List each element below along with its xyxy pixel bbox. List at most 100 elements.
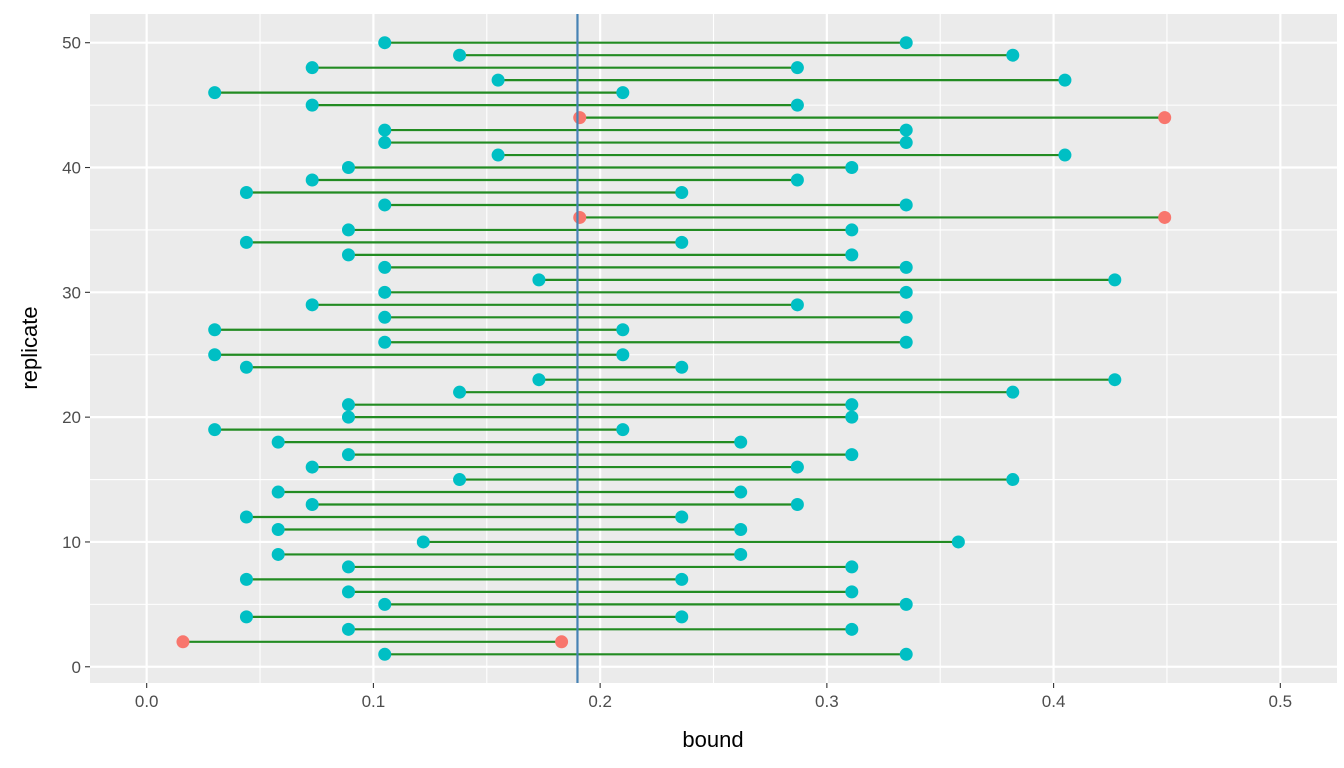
upper-bound-point bbox=[1006, 48, 1020, 62]
lower-bound-point bbox=[305, 298, 319, 312]
lower-bound-point bbox=[341, 622, 355, 636]
lower-bound-point bbox=[378, 335, 392, 349]
lower-bound-point bbox=[271, 522, 285, 536]
upper-bound-point bbox=[845, 398, 859, 412]
upper-bound-point bbox=[845, 161, 859, 175]
lower-bound-point bbox=[491, 73, 505, 87]
lower-bound-point bbox=[573, 210, 587, 224]
lower-bound-point bbox=[378, 647, 392, 661]
lower-bound-point bbox=[239, 610, 253, 624]
x-axis-title: bound bbox=[682, 727, 743, 752]
lower-bound-point bbox=[208, 323, 222, 337]
lower-bound-point bbox=[208, 348, 222, 362]
lower-bound-point bbox=[208, 86, 222, 100]
lower-bound-point bbox=[532, 273, 546, 287]
upper-bound-point bbox=[734, 522, 748, 536]
upper-bound-point bbox=[675, 572, 689, 586]
upper-bound-point bbox=[555, 635, 569, 649]
lower-bound-point bbox=[378, 285, 392, 299]
lower-bound-point bbox=[453, 473, 467, 487]
lower-bound-point bbox=[271, 435, 285, 449]
upper-bound-point bbox=[899, 597, 913, 611]
x-tick-label: 0.3 bbox=[815, 692, 839, 711]
upper-bound-point bbox=[790, 498, 804, 512]
lower-bound-point bbox=[341, 248, 355, 262]
upper-bound-point bbox=[845, 622, 859, 636]
x-tick-label: 0.0 bbox=[135, 692, 159, 711]
interval-segments bbox=[182, 41, 1165, 656]
lower-bound-point bbox=[208, 423, 222, 437]
lower-bound-point bbox=[341, 223, 355, 237]
lower-bound-point bbox=[416, 535, 430, 549]
lower-bound-point bbox=[378, 310, 392, 324]
lower-bound-point bbox=[378, 597, 392, 611]
lower-bound-point bbox=[341, 161, 355, 175]
y-tick-label: 30 bbox=[62, 283, 81, 302]
upper-bound-point bbox=[845, 223, 859, 237]
lower-bound-point bbox=[378, 136, 392, 150]
y-axis: 0 10 20 30 40 50 bbox=[62, 34, 90, 677]
lower-bound-point bbox=[341, 560, 355, 574]
lower-bound-point bbox=[176, 635, 190, 649]
upper-bound-point bbox=[1108, 373, 1122, 387]
x-tick-label: 0.2 bbox=[588, 692, 612, 711]
upper-bound-point bbox=[899, 310, 913, 324]
upper-bound-point bbox=[790, 61, 804, 75]
upper-bound-point bbox=[675, 610, 689, 624]
upper-bound-point bbox=[675, 510, 689, 524]
lower-bound-point bbox=[341, 448, 355, 462]
upper-bound-point bbox=[899, 260, 913, 274]
lower-bound-point bbox=[378, 36, 392, 50]
y-tick-label: 50 bbox=[62, 34, 81, 53]
upper-bound-point bbox=[1058, 73, 1072, 87]
lower-bound-point bbox=[239, 572, 253, 586]
upper-bound-point bbox=[899, 136, 913, 150]
lower-bound-point bbox=[271, 547, 285, 561]
upper-bound-point bbox=[675, 185, 689, 199]
upper-bound-point bbox=[899, 36, 913, 50]
upper-bound-point bbox=[845, 248, 859, 262]
upper-bound-point bbox=[899, 123, 913, 137]
x-axis: 0.0 0.1 0.2 0.3 0.4 0.5 bbox=[135, 683, 1292, 711]
upper-bound-point bbox=[899, 285, 913, 299]
upper-bound-point bbox=[845, 585, 859, 599]
lower-bound-point bbox=[305, 460, 319, 474]
upper-bound-point bbox=[899, 335, 913, 349]
upper-bound-point bbox=[734, 485, 748, 499]
lower-bound-point bbox=[305, 498, 319, 512]
x-tick-label: 0.5 bbox=[1268, 692, 1292, 711]
lower-bound-point bbox=[305, 61, 319, 75]
lower-bound-point bbox=[305, 98, 319, 112]
lower-bound-point bbox=[378, 123, 392, 137]
upper-bound-point bbox=[1006, 473, 1020, 487]
upper-bound-point bbox=[899, 647, 913, 661]
lower-bound-point bbox=[239, 235, 253, 249]
upper-bound-point bbox=[845, 560, 859, 574]
upper-bound-point bbox=[616, 348, 630, 362]
upper-bound-point bbox=[675, 235, 689, 249]
lower-bound-point bbox=[453, 48, 467, 62]
interval-endpoints bbox=[176, 36, 1172, 661]
upper-bound-point bbox=[790, 98, 804, 112]
x-tick-label: 0.4 bbox=[1042, 692, 1066, 711]
upper-bound-point bbox=[616, 323, 630, 337]
lower-bound-point bbox=[271, 485, 285, 499]
y-tick-label: 40 bbox=[62, 159, 81, 178]
upper-bound-point bbox=[1108, 273, 1122, 287]
upper-bound-point bbox=[845, 448, 859, 462]
upper-bound-point bbox=[790, 460, 804, 474]
upper-bound-point bbox=[1058, 148, 1072, 162]
lower-bound-point bbox=[378, 260, 392, 274]
lower-bound-point bbox=[239, 360, 253, 374]
lower-bound-point bbox=[532, 373, 546, 387]
upper-bound-point bbox=[616, 423, 630, 437]
lower-bound-point bbox=[453, 385, 467, 399]
upper-bound-point bbox=[616, 86, 630, 100]
lower-bound-point bbox=[573, 111, 587, 125]
y-axis-title: replicate bbox=[17, 306, 42, 389]
lower-bound-point bbox=[341, 398, 355, 412]
x-tick-label: 0.1 bbox=[362, 692, 386, 711]
y-tick-label: 10 bbox=[62, 533, 81, 552]
y-tick-label: 20 bbox=[62, 408, 81, 427]
